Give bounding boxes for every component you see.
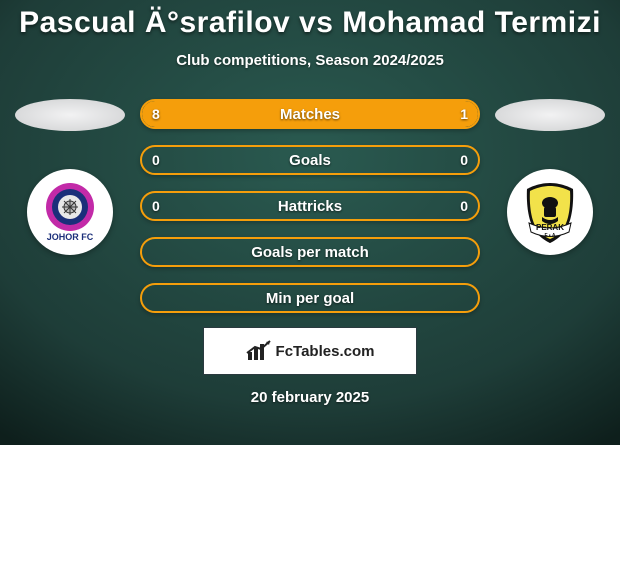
middle-row: JOHOR FC 8 Matches 1 0 Goals 0 0 Hattricks 0 Goal… bbox=[0, 99, 620, 313]
bar-fill-right bbox=[438, 101, 478, 127]
bar-label: Goals bbox=[289, 152, 331, 169]
player-right-oval bbox=[495, 99, 605, 131]
stat-bar: Min per goal bbox=[140, 283, 480, 313]
content: Pascual Ä°srafilov vs Mohamad Termizi Cl… bbox=[0, 0, 620, 445]
svg-text:PERAK: PERAK bbox=[536, 223, 564, 232]
bar-label: Hattricks bbox=[278, 198, 342, 215]
bar-label: Min per goal bbox=[266, 290, 354, 307]
stat-bar: 0 Goals 0 bbox=[140, 145, 480, 175]
comparison-card: Pascual Ä°srafilov vs Mohamad Termizi Cl… bbox=[0, 0, 620, 445]
date-text: 20 february 2025 bbox=[251, 389, 369, 406]
subtitle: Club competitions, Season 2024/2025 bbox=[176, 52, 444, 69]
page-title: Pascual Ä°srafilov vs Mohamad Termizi bbox=[19, 6, 601, 40]
svg-text:JOHOR FC: JOHOR FC bbox=[47, 232, 94, 242]
bar-label: Goals per match bbox=[251, 244, 369, 261]
bar-value-left: 0 bbox=[152, 198, 160, 214]
stat-bar: 0 Hattricks 0 bbox=[140, 191, 480, 221]
stat-bars: 8 Matches 1 0 Goals 0 0 Hattricks 0 Goals per mat… bbox=[140, 99, 480, 313]
bar-value-right: 0 bbox=[460, 152, 468, 168]
stat-bar: 8 Matches 1 bbox=[140, 99, 480, 129]
club-right-logo: PERAK F • A bbox=[507, 169, 593, 255]
stat-bar: Goals per match bbox=[140, 237, 480, 267]
johor-fc-badge-icon: JOHOR FC bbox=[35, 177, 105, 247]
bar-value-left: 8 bbox=[152, 106, 160, 122]
svg-text:F • A: F • A bbox=[544, 233, 555, 239]
perak-fa-badge-icon: PERAK F • A bbox=[515, 177, 585, 247]
player-left-oval bbox=[15, 99, 125, 131]
footer-brand-text: FcTables.com bbox=[276, 343, 375, 360]
left-side: JOHOR FC bbox=[10, 99, 130, 255]
club-left-logo: JOHOR FC bbox=[27, 169, 113, 255]
bar-value-left: 0 bbox=[152, 152, 160, 168]
bar-label: Matches bbox=[280, 106, 340, 123]
bar-chart-icon bbox=[246, 340, 272, 362]
right-side: PERAK F • A bbox=[490, 99, 610, 255]
footer-brand-box: FcTables.com bbox=[203, 327, 417, 375]
bar-value-right: 0 bbox=[460, 198, 468, 214]
bar-value-right: 1 bbox=[460, 106, 468, 122]
